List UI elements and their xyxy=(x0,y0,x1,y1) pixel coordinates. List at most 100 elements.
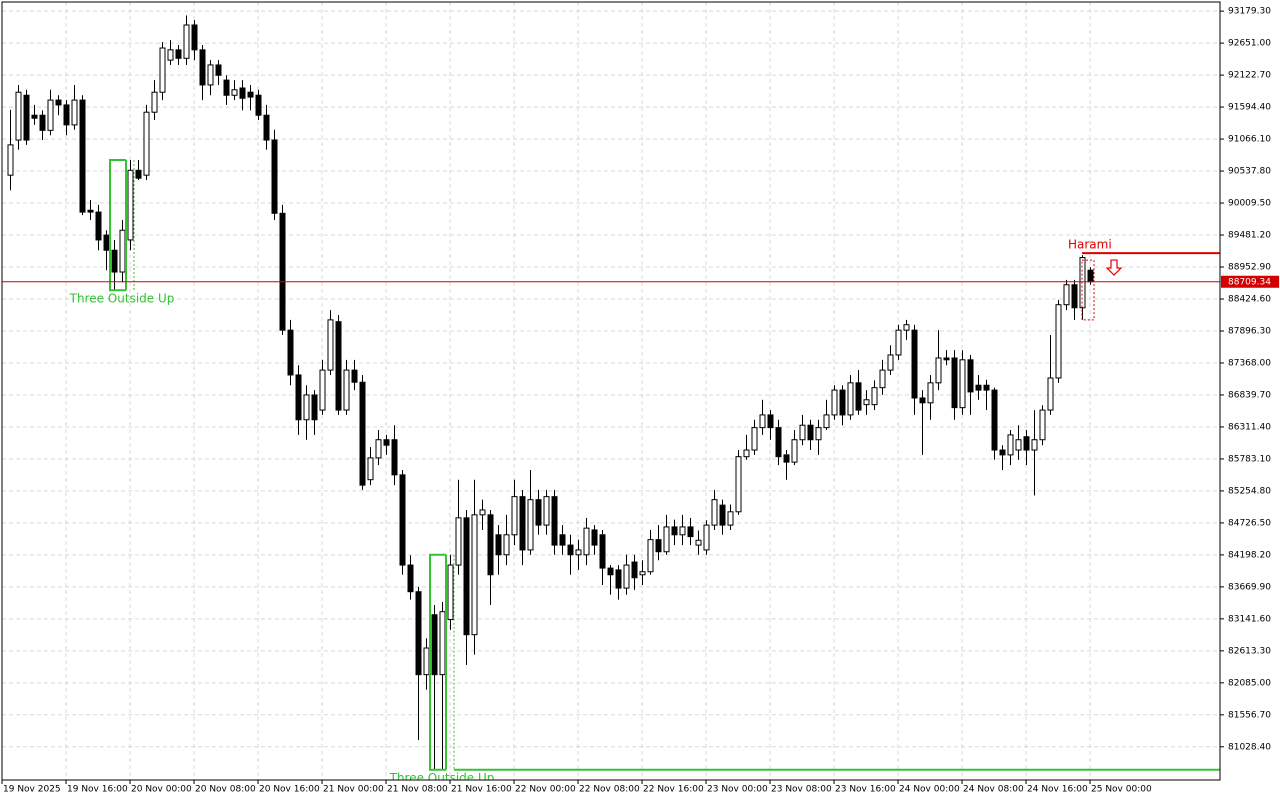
candle-body xyxy=(487,514,494,576)
candle-body xyxy=(879,369,886,389)
x-tick-label: 25 Nov 00:00 xyxy=(1091,785,1152,795)
candle-body xyxy=(87,209,94,213)
y-tick-label: 92651.00 xyxy=(1228,39,1271,49)
candle-body xyxy=(191,24,198,51)
y-tick-label: 85783.10 xyxy=(1228,454,1271,464)
candle-body xyxy=(1071,284,1078,309)
x-tick-label: 20 Nov 00:00 xyxy=(131,785,192,795)
candle-body xyxy=(775,427,782,458)
candle-body xyxy=(591,529,598,546)
candle-body xyxy=(287,329,294,376)
candle-body xyxy=(615,569,622,589)
candle-body xyxy=(519,496,526,551)
pattern-box xyxy=(109,159,127,292)
y-tick-label: 90009.50 xyxy=(1228,199,1271,209)
y-tick-label: 91594.40 xyxy=(1228,103,1271,113)
candle-body xyxy=(1007,434,1014,456)
candle-body xyxy=(583,527,590,556)
candle-body xyxy=(367,457,374,481)
candle-body xyxy=(391,439,398,476)
candle-body xyxy=(679,526,686,536)
candle-body xyxy=(967,359,974,393)
x-tick-label: 20 Nov 16:00 xyxy=(259,785,320,795)
x-tick-label: 23 Nov 08:00 xyxy=(771,785,832,795)
candle-body xyxy=(15,91,22,141)
candle-body xyxy=(111,249,118,273)
candle-body xyxy=(175,49,182,59)
plot-frame xyxy=(1,1,1221,781)
candle-body xyxy=(79,99,86,213)
candle-body xyxy=(663,526,670,553)
candle-body xyxy=(503,534,510,556)
candle-body xyxy=(831,389,838,416)
candle-body xyxy=(303,394,310,421)
candle-body xyxy=(575,549,582,556)
candle-body xyxy=(223,79,230,96)
candle-body xyxy=(743,449,750,458)
candle-body xyxy=(447,564,454,621)
candle-body xyxy=(383,439,390,446)
candle-body xyxy=(415,591,422,676)
candle-body xyxy=(943,357,950,361)
candle-body xyxy=(543,496,550,526)
y-tick-label: 90537.80 xyxy=(1228,167,1271,177)
pattern-label: Harami xyxy=(1068,238,1112,252)
pattern-box xyxy=(429,553,447,771)
candle-body xyxy=(807,424,814,441)
candle-body xyxy=(63,104,70,126)
x-tick-label: 22 Nov 16:00 xyxy=(643,785,704,795)
candle-body xyxy=(135,169,142,179)
candle-body xyxy=(255,94,262,116)
x-tick-label: 24 Nov 08:00 xyxy=(963,785,1024,795)
candle-body xyxy=(839,389,846,416)
candle-body xyxy=(535,499,542,526)
candle-body xyxy=(335,321,342,411)
candle-body xyxy=(599,534,606,569)
candle-body xyxy=(511,496,518,536)
candle-body xyxy=(799,424,806,441)
x-tick-label: 19 Nov 2025 xyxy=(3,785,61,795)
candle-body xyxy=(127,169,134,241)
candle-body xyxy=(1055,304,1062,379)
y-tick-label: 89481.20 xyxy=(1228,231,1271,241)
candle-body xyxy=(279,212,286,331)
plot-area: Three Outside Up Three Outside Up Harami xyxy=(2,15,1220,785)
candle-body xyxy=(151,91,158,113)
candle-body xyxy=(1087,269,1094,283)
y-tick-label: 84726.50 xyxy=(1228,518,1271,528)
candle-body xyxy=(351,369,358,383)
candle-body xyxy=(871,387,878,406)
x-tick-label: 24 Nov 00:00 xyxy=(899,785,960,795)
x-tick-label: 21 Nov 08:00 xyxy=(387,785,448,795)
candle-body xyxy=(231,89,238,96)
candle-body xyxy=(983,384,990,391)
candle-body xyxy=(319,369,326,411)
candle-body xyxy=(695,539,702,546)
y-tick-label: 85254.80 xyxy=(1228,486,1271,496)
candle-body xyxy=(1047,377,1054,411)
y-tick-label: 84198.20 xyxy=(1228,550,1271,560)
candle-body xyxy=(343,369,350,411)
candle-body xyxy=(735,456,742,513)
candle-body xyxy=(631,561,638,579)
candle-body xyxy=(1023,436,1030,451)
candle-body xyxy=(327,319,334,371)
candle-body xyxy=(495,534,502,556)
candle-body xyxy=(271,139,278,214)
candle-body xyxy=(407,564,414,593)
candle-body xyxy=(31,114,38,119)
pattern-label: Three Outside Up xyxy=(389,771,495,785)
candle-body xyxy=(911,329,918,399)
candle-body xyxy=(711,499,718,526)
y-tick-label: 86839.70 xyxy=(1228,390,1271,400)
candle-body xyxy=(559,534,566,546)
candle-body xyxy=(1015,439,1022,451)
candle-body xyxy=(455,517,462,566)
candle-body xyxy=(199,49,206,86)
candle-body xyxy=(439,611,446,676)
candle-body xyxy=(783,454,790,463)
price-label-box xyxy=(1221,275,1279,288)
x-tick-label: 21 Nov 16:00 xyxy=(451,785,512,795)
